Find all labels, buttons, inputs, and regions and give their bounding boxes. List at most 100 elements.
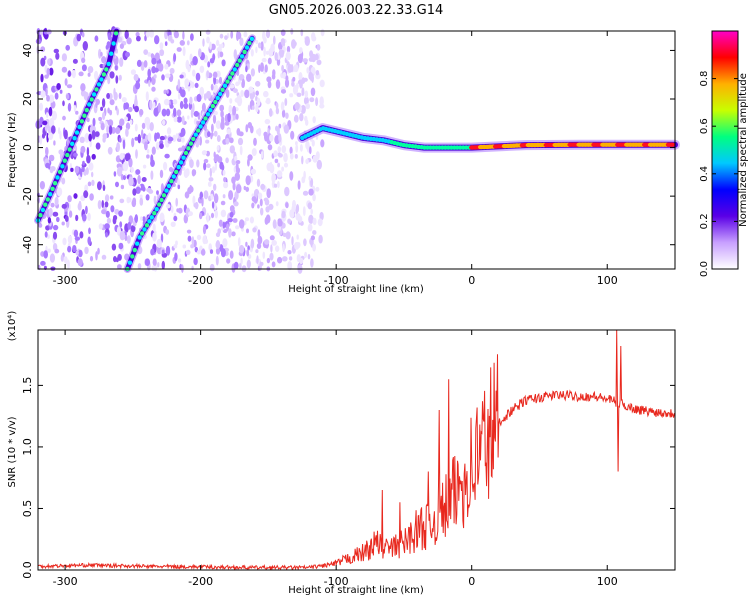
spectrogram-speckle bbox=[244, 89, 250, 99]
spectrogram-speckle bbox=[141, 177, 147, 182]
spectrogram-speckle bbox=[209, 41, 212, 50]
spectrogram-speckle bbox=[47, 217, 52, 224]
spectrogram-speckle bbox=[217, 228, 221, 235]
ridge-mark bbox=[77, 124, 82, 130]
spectrogram-speckle bbox=[173, 116, 178, 123]
spectrogram-speckle bbox=[165, 204, 171, 209]
spectrogram-speckle bbox=[127, 106, 133, 113]
spectrogram-speckle bbox=[286, 45, 291, 53]
ridge-mark bbox=[166, 183, 172, 189]
ridge-mark bbox=[111, 41, 116, 46]
spectrogram-speckle bbox=[271, 261, 276, 268]
spectrogram-speckle bbox=[75, 250, 79, 256]
spectrogram-speckle bbox=[213, 183, 217, 191]
spectrogram-speckle bbox=[44, 231, 48, 238]
spectrogram-speckle bbox=[297, 180, 301, 190]
colorbar-frame bbox=[711, 30, 739, 270]
spectrogram-speckle bbox=[56, 216, 60, 223]
spectrogram-speckle bbox=[215, 255, 219, 266]
spectrogram-speckle bbox=[184, 78, 190, 87]
spectrogram-x-tick-label: 0 bbox=[468, 274, 475, 287]
spectrogram-speckle bbox=[79, 231, 84, 239]
spectrogram-speckle bbox=[247, 104, 251, 113]
spectrogram-speckle bbox=[164, 63, 169, 70]
ridge-mark bbox=[222, 83, 228, 88]
spectrogram-speckle bbox=[111, 126, 116, 134]
ridge-mark bbox=[154, 207, 159, 212]
spectrogram-speckle bbox=[253, 137, 257, 146]
spectrogram-speckle bbox=[284, 98, 288, 106]
spectrogram-speckle bbox=[280, 89, 287, 94]
spectrogram-speckle bbox=[305, 140, 310, 150]
spectrogram-speckle bbox=[164, 41, 168, 46]
spectrogram-speckle bbox=[229, 145, 235, 154]
spectrogram-speckle bbox=[277, 162, 280, 168]
spectrogram-speckle bbox=[172, 134, 177, 142]
spectrogram-speckle bbox=[94, 35, 99, 42]
spectrogram-speckle bbox=[73, 229, 79, 238]
spectrogram-speckle bbox=[281, 42, 286, 47]
spectrogram-speckle bbox=[294, 154, 298, 159]
spectrogram-speckle bbox=[119, 43, 124, 49]
spectrogram-speckle bbox=[247, 122, 252, 129]
colorbar-ticks: 0.0 0.2 0.4 0.6 0.8 bbox=[699, 71, 738, 277]
spectrogram-speckle bbox=[310, 216, 313, 224]
spectrogram-speckle bbox=[40, 90, 46, 98]
spectrogram-speckle bbox=[137, 263, 142, 270]
ridge-mark bbox=[70, 141, 75, 146]
spectrogram-speckle bbox=[243, 31, 248, 38]
spectrogram-speckle bbox=[285, 75, 289, 82]
spectrogram-speckle bbox=[303, 238, 307, 247]
spectrogram-speckle bbox=[55, 52, 60, 60]
spectrogram-speckle bbox=[270, 244, 273, 253]
spectrogram-speckle bbox=[256, 178, 261, 187]
spectrogram-speckle bbox=[251, 196, 257, 202]
spectrogram-speckle bbox=[92, 117, 96, 127]
spectrogram-speckle bbox=[105, 44, 109, 50]
spectrogram-speckle bbox=[169, 104, 174, 109]
spectrogram-speckle bbox=[193, 257, 198, 266]
snr-ticks: -300 -200 -100 0 100 0.0 0.5 1.0 1.5 bbox=[21, 330, 675, 588]
spectrogram-speckle bbox=[198, 48, 202, 58]
spectrogram-speckle bbox=[206, 70, 210, 79]
spectrogram-speckle bbox=[85, 167, 89, 175]
spectrogram-speckle bbox=[284, 78, 290, 88]
spectrogram-speckle bbox=[100, 51, 103, 57]
spectrogram-speckle bbox=[239, 37, 244, 46]
spectrogram-speckle bbox=[119, 230, 126, 241]
spectrogram-speckle bbox=[124, 234, 128, 242]
spectrogram-speckle bbox=[201, 102, 206, 113]
ridge-mark bbox=[203, 116, 208, 121]
spectrogram-speckle bbox=[104, 120, 108, 128]
spectrogram-speckle bbox=[91, 171, 94, 178]
spectrogram-speckle bbox=[211, 201, 215, 209]
spectrogram-speckle bbox=[151, 86, 156, 92]
spectrogram-speckle bbox=[295, 204, 300, 213]
spectrogram-speckle bbox=[316, 59, 322, 66]
spectrogram-speckle bbox=[134, 94, 138, 103]
spectrogram-speckle bbox=[177, 147, 183, 152]
spectrogram-speckle bbox=[272, 173, 276, 182]
ridge-mark bbox=[249, 36, 255, 41]
spectrogram-speckle bbox=[270, 43, 275, 53]
spectrogram-speckle bbox=[163, 89, 167, 95]
spectrogram-speckle bbox=[213, 156, 219, 163]
spectrogram-speckle bbox=[122, 139, 126, 150]
spectrogram-speckle bbox=[275, 201, 279, 207]
spectrogram-speckle bbox=[315, 70, 320, 76]
spectrogram-speckle bbox=[237, 237, 241, 247]
spectrogram-speckle bbox=[156, 190, 159, 195]
spectrogram-speckle bbox=[303, 96, 309, 105]
ridge-mark bbox=[48, 192, 53, 197]
spectrogram-speckle bbox=[308, 188, 314, 196]
spectrogram-speckle bbox=[104, 194, 110, 202]
spectrogram-speckle bbox=[269, 252, 274, 261]
spectrogram-speckle bbox=[153, 195, 157, 205]
spectrogram-speckle bbox=[133, 74, 139, 81]
spectrogram-speckle bbox=[111, 243, 117, 251]
spectrogram-speckle bbox=[147, 52, 151, 57]
spectrogram-speckle bbox=[292, 41, 297, 47]
spectrogram-speckle bbox=[301, 176, 306, 184]
spectrogram-speckle bbox=[159, 42, 164, 50]
spectrogram-speckle bbox=[280, 29, 286, 36]
